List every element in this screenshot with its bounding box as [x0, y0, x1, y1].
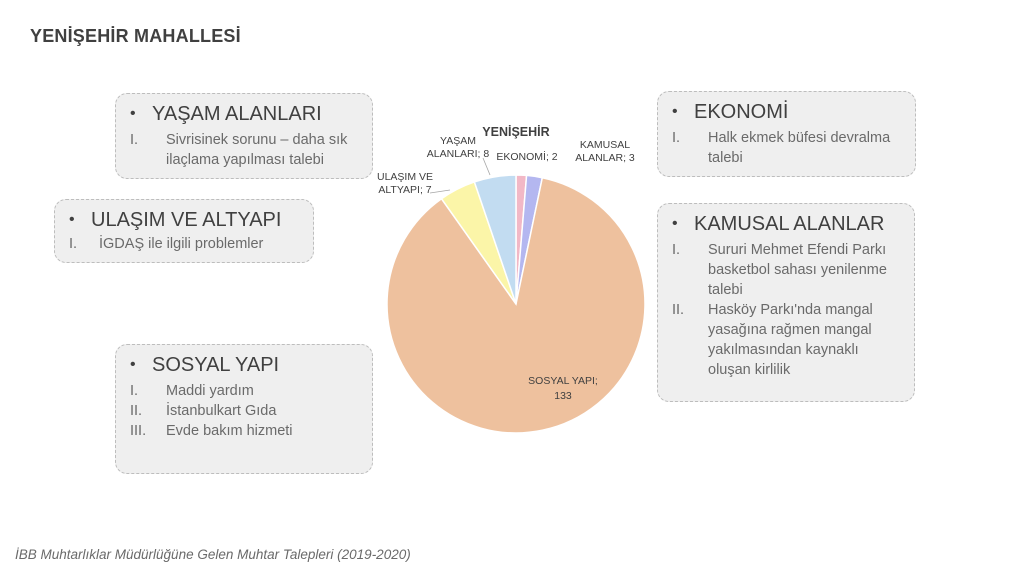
leader-line [429, 189, 451, 194]
pie-slice-ya-am-alanlari [473, 174, 517, 305]
box-title: KAMUSAL ALANLAR [694, 213, 885, 235]
item-number: I. [672, 130, 681, 146]
item-number: I. [130, 383, 139, 399]
list-item: II. İstanbulkart Gıda [130, 401, 358, 421]
box-title: EKONOMİ [694, 101, 789, 123]
item-number: III. [130, 423, 147, 439]
bullet-icon: • [672, 103, 678, 120]
slice-label-line: 133 [554, 390, 572, 402]
slice-label-line: KAMUSAL [580, 139, 630, 151]
bullet-icon: • [69, 211, 75, 228]
item-text: Sivrisinek sorunu – daha sık ilaçlama ya… [166, 132, 348, 168]
list-item: I. Sivrisinek sorunu – daha sık ilaçlama… [130, 130, 358, 170]
pie-slice-sosyal-yapi [386, 176, 646, 434]
slice-data-label: SOSYAL YAPI; 133 [528, 375, 598, 402]
item-number: I. [130, 132, 139, 148]
list-item: I. Halk ekmek büfesi devralma talebi [672, 128, 901, 168]
item-number: II. [672, 302, 685, 318]
ekonomi-box: • EKONOMİ I. Halk ekmek büfesi devralma … [657, 91, 916, 177]
list-item: I. Sururi Mehmet Efendi Parkı basketbol … [672, 240, 900, 300]
chart-title: YENİŞEHİR [482, 124, 549, 139]
item-number: I. [69, 236, 78, 252]
item-text: Halk ekmek büfesi devralma talebi [708, 130, 891, 166]
bullet-icon: • [672, 215, 678, 232]
box-title: YAŞAM ALANLARI [152, 103, 322, 125]
slice-data-label: YAŞAM ALANLARI; 8 [427, 135, 490, 160]
page-title: YENİŞEHİR MAHALLESİ [30, 26, 241, 46]
slice-label-line: ALTYAPI; 7 [378, 184, 431, 196]
slice-label-line: SOSYAL YAPI; [528, 375, 598, 387]
item-text: Evde bakım hizmeti [166, 423, 293, 439]
item-number: II. [130, 403, 143, 419]
slice-label-line: EKONOMİ; 2 [496, 150, 557, 163]
slice-data-label: EKONOMİ; 2 [496, 150, 557, 163]
slice-label-line: ULAŞIM VE [377, 171, 433, 183]
slice-label-line: ALANLAR; 3 [575, 152, 635, 164]
sosyal-yapi-box: • SOSYAL YAPI I. Maddi yardım II. İstanb… [115, 344, 373, 474]
box-title: ULAŞIM VE ALTYAPI [91, 209, 282, 231]
kamusal-alanlar-box: • KAMUSAL ALANLAR I. Sururi Mehmet Efend… [657, 203, 915, 402]
bullet-icon: • [130, 105, 136, 122]
slice-label-line: ALANLARI; 8 [427, 148, 490, 160]
list-item: II. Hasköy Parkı'nda mangal yasağına rağ… [672, 300, 900, 380]
list-item: I. Maddi yardım [130, 381, 358, 401]
source-footer: İBB Muhtarlıklar Müdürlüğüne Gelen Muhta… [15, 547, 411, 562]
item-number: I. [672, 242, 681, 258]
slice-label-line: YAŞAM [440, 135, 476, 147]
item-text: Maddi yardım [166, 383, 254, 399]
list-item: I. İGDAŞ ile ilgili problemler [69, 234, 299, 254]
slice-data-label: KAMUSAL ALANLAR; 3 [575, 139, 635, 164]
box-title: SOSYAL YAPI [152, 354, 280, 376]
leader-line [482, 157, 491, 176]
yasam-alanlari-box: • YAŞAM ALANLARI I. Sivrisinek sorunu – … [115, 93, 373, 179]
slice-data-label: ULAŞIM VE ALTYAPI; 7 [377, 171, 433, 196]
ulasim-altyapi-box: • ULAŞIM VE ALTYAPI I. İGDAŞ ile ilgili … [54, 199, 314, 263]
list-item: III. Evde bakım hizmeti [130, 421, 358, 441]
item-text: Hasköy Parkı'nda mangal yasağına rağmen … [708, 302, 873, 378]
item-text: İGDAŞ ile ilgili problemler [99, 236, 264, 252]
item-text: İstanbulkart Gıda [166, 403, 277, 419]
item-text: Sururi Mehmet Efendi Parkı basketbol sah… [708, 242, 887, 298]
bullet-icon: • [130, 356, 136, 373]
